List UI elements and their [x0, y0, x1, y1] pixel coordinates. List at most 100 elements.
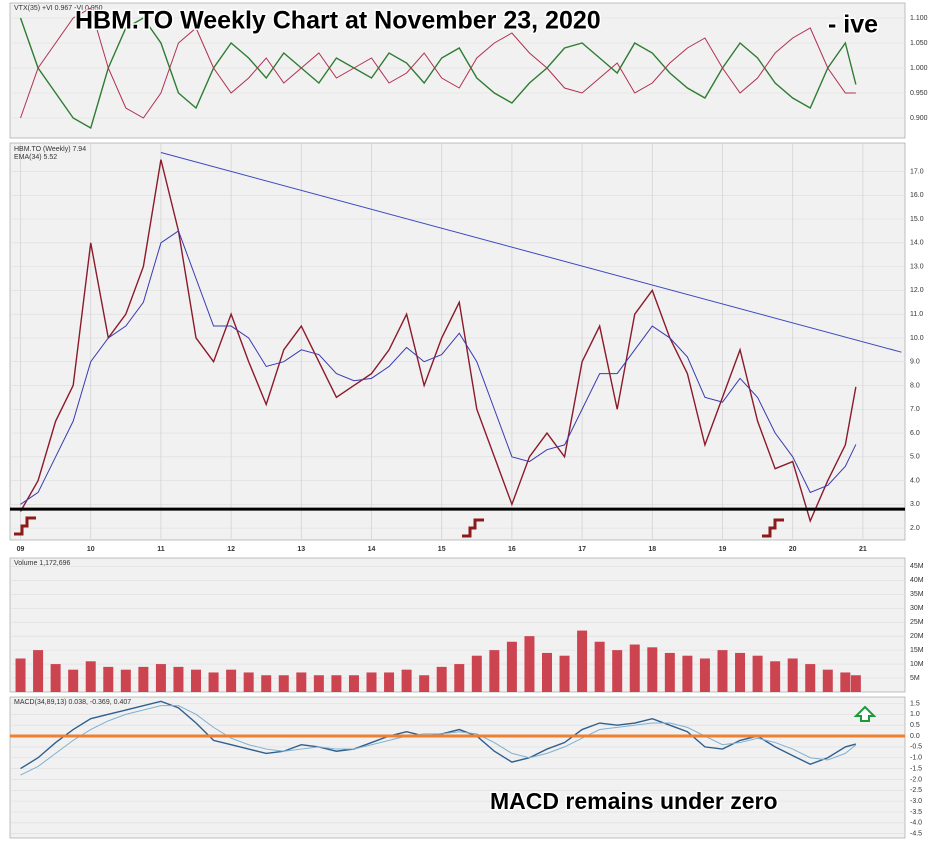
legend-entry: EMA(34) 5.52 [14, 154, 57, 161]
y-tick-label: 5M [910, 675, 920, 682]
bar [594, 641, 605, 692]
x-tick-label: 18 [648, 546, 656, 553]
bar [173, 666, 184, 692]
bar [436, 666, 447, 692]
y-tick-label: 6.0 [910, 430, 920, 437]
y-tick-label: 10M [910, 661, 924, 668]
y-tick-label: 0.950 [910, 90, 928, 97]
series-line [20, 705, 857, 776]
x-tick-label: 13 [297, 546, 305, 553]
y-tick-label: -0.5 [910, 744, 922, 751]
trendline [160, 152, 902, 353]
bar [647, 647, 658, 692]
panel [9, 2, 906, 139]
x-tick-label: 16 [508, 546, 516, 553]
x-tick-label: 15 [438, 546, 446, 553]
y-tick-label: 1.0 [910, 711, 920, 718]
y-tick-label: 20M [910, 633, 924, 640]
bar [419, 675, 430, 692]
y-tick-label: -2.5 [910, 787, 922, 794]
x-tick-label: 11 [157, 546, 165, 553]
x-tick-label: 09 [17, 546, 25, 553]
marker-symbol [14, 516, 36, 536]
bar [85, 661, 96, 692]
y-tick-label: -2.0 [910, 776, 922, 783]
panel [9, 142, 906, 541]
bar [208, 672, 219, 692]
y-tick-label: 1.050 [910, 40, 928, 47]
bar [629, 644, 640, 692]
bar [524, 636, 535, 692]
x-tick-label: 20 [789, 546, 797, 553]
panel [9, 696, 906, 839]
bar [226, 669, 237, 692]
y-tick-label: 15M [910, 647, 924, 654]
bar [155, 664, 166, 692]
bar [577, 630, 588, 692]
y-tick-label: 0.0 [910, 733, 920, 740]
y-tick-label: -1.0 [910, 755, 922, 762]
bar [103, 666, 114, 692]
bar [348, 675, 359, 692]
bar [454, 664, 465, 692]
bar [770, 661, 781, 692]
y-tick-label: -3.5 [910, 809, 922, 816]
y-tick-label: 10.0 [910, 335, 924, 342]
y-tick-label: 40M [910, 577, 924, 584]
series-line [20, 230, 857, 505]
y-tick-label: -4.5 [910, 831, 922, 838]
bar [489, 650, 500, 692]
y-tick-label: 3.0 [910, 501, 920, 508]
bar [612, 650, 623, 692]
y-tick-label: 11.0 [910, 311, 923, 318]
panel-title: VTX(35) +VI 0.967 -VI 0.950 [14, 5, 103, 12]
up-arrow [853, 705, 877, 722]
bar [471, 655, 482, 692]
y-tick-label: 1.000 [910, 65, 928, 72]
annotation: MACD remains under zero [490, 788, 778, 814]
panel-title: Volume 1,172,696 [14, 560, 71, 567]
y-tick-label: -3.0 [910, 798, 922, 805]
y-tick-label: 9.0 [910, 359, 920, 366]
series-line [20, 7, 856, 119]
x-tick-label: 21 [859, 546, 867, 553]
bar [384, 672, 395, 692]
series-line [19, 159, 857, 524]
bar [840, 672, 851, 692]
y-tick-label: 13.0 [910, 263, 924, 270]
y-tick-label: 15.0 [910, 216, 924, 223]
y-tick-label: 14.0 [910, 240, 924, 247]
bar [664, 652, 675, 692]
x-tick-label: 12 [227, 546, 235, 553]
y-tick-label: 4.0 [910, 477, 920, 484]
bar [542, 652, 552, 692]
y-tick-label: 25M [910, 619, 924, 626]
x-tick-label: 10 [87, 546, 95, 553]
y-tick-label: -4.0 [910, 820, 922, 827]
bar [805, 664, 816, 692]
bar [331, 675, 342, 692]
bar [559, 655, 570, 692]
bar [401, 669, 412, 692]
marker-symbol [462, 518, 484, 538]
bar [366, 672, 377, 692]
legend-entry: HBM.TO (Weekly) 7.94 [14, 146, 86, 153]
bar [313, 675, 324, 692]
bar [850, 675, 861, 692]
y-tick-label: 16.0 [910, 192, 924, 199]
y-tick-label: -1.5 [910, 765, 922, 772]
bar [717, 650, 728, 692]
y-tick-label: 5.0 [910, 454, 920, 461]
bar [243, 672, 254, 692]
bar [138, 666, 149, 692]
bar [120, 669, 131, 692]
bar [191, 669, 202, 692]
y-tick-label: 12.0 [910, 287, 924, 294]
bar [822, 669, 833, 692]
y-tick-label: 45M [910, 563, 924, 570]
annotation: - ive [828, 11, 878, 39]
bar [50, 664, 61, 692]
bar [278, 675, 289, 692]
bar [787, 658, 798, 692]
